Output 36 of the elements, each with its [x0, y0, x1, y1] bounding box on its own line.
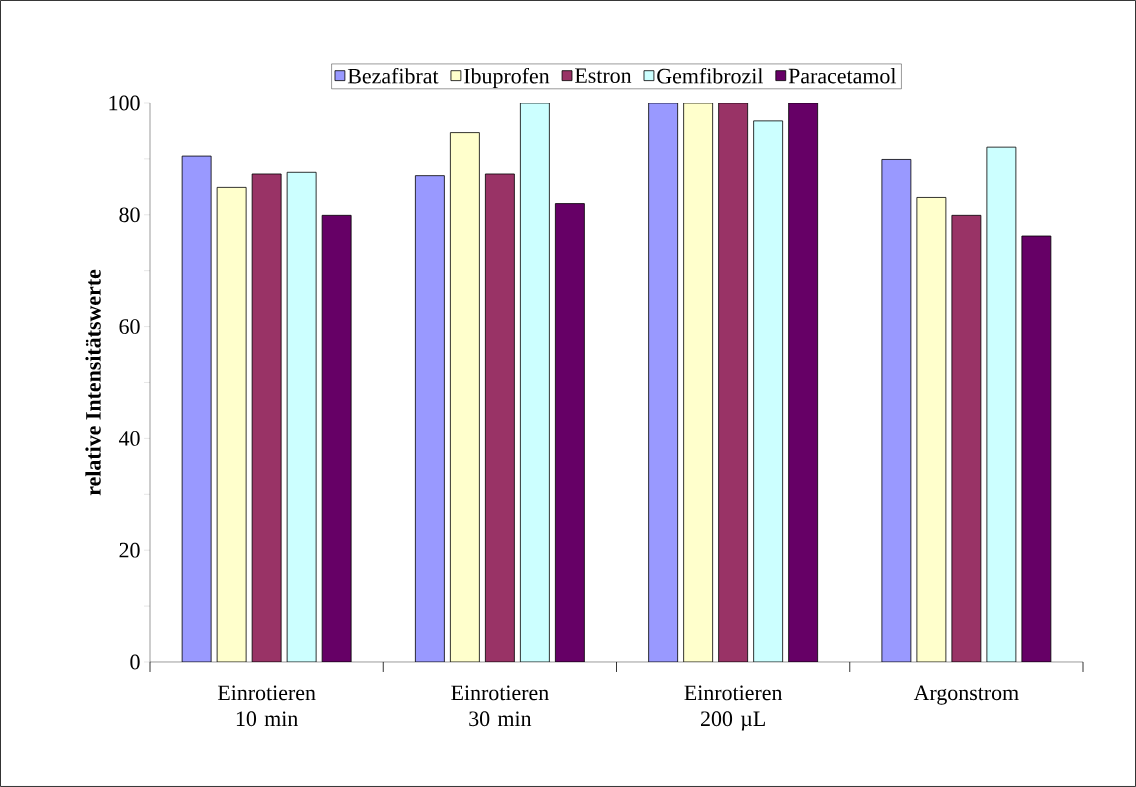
bar: [916, 197, 947, 662]
legend-label: Ibuprofen: [464, 67, 550, 88]
y-tick-label: 60: [119, 319, 140, 334]
bar: [449, 132, 480, 662]
bar: [683, 102, 714, 662]
legend-label: Gemfibrozil: [657, 67, 764, 84]
bar: [414, 175, 445, 662]
bar: [251, 173, 282, 662]
y-tick-label: 20: [119, 542, 140, 558]
bar: [181, 155, 212, 662]
bar: [321, 214, 352, 662]
x-tick-label: Einrotieren 10 min: [217, 685, 316, 727]
bar: [216, 186, 247, 662]
bar: [753, 120, 784, 662]
bar: [554, 203, 585, 662]
bar: [951, 214, 982, 662]
legend-label: Paracetamol: [788, 68, 897, 84]
bar: [519, 102, 550, 662]
bar: [788, 102, 819, 662]
x-tick-label: Argonstrom: [913, 685, 1019, 705]
y-tick-label: 80: [119, 207, 140, 223]
bar: [881, 159, 912, 662]
y-tick-label: 40: [118, 430, 140, 446]
legend-label: Estron: [575, 68, 632, 84]
x-tick-label: Einrotieren 200 µL: [684, 685, 783, 731]
y-tick-label: 100: [109, 95, 140, 111]
bar: [484, 173, 515, 662]
bar: [648, 102, 679, 662]
bar: [718, 102, 749, 662]
legend-label: Bezafibrat: [347, 67, 439, 84]
bar: [286, 171, 317, 662]
bar: [1021, 235, 1052, 662]
bar: [986, 146, 1017, 662]
y-tick-label: 0: [130, 654, 140, 670]
x-tick-label: Einrotieren 30 min: [451, 685, 549, 727]
y-axis-title: relative Intensitätswerte: [85, 269, 101, 496]
